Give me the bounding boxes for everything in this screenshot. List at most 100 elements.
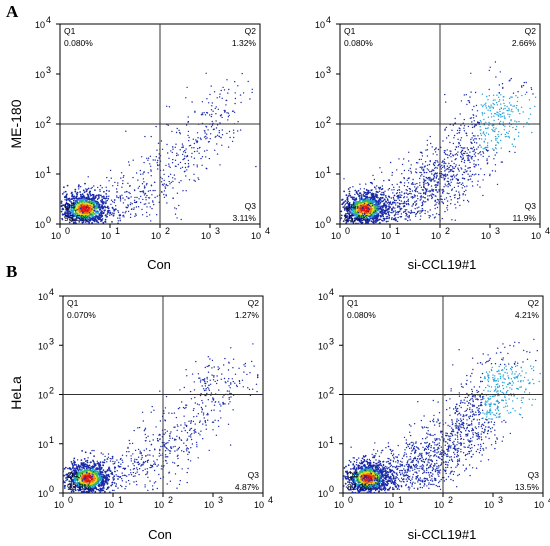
event-point xyxy=(89,480,91,482)
event-point xyxy=(220,89,222,92)
event-point xyxy=(185,448,188,450)
event-point xyxy=(378,199,380,202)
event-point xyxy=(433,177,435,179)
event-point xyxy=(350,220,352,223)
event-point xyxy=(149,206,151,208)
event-point xyxy=(393,189,395,191)
event-point xyxy=(412,182,414,184)
event-point xyxy=(455,207,457,209)
event-point xyxy=(100,207,103,209)
event-point xyxy=(186,450,188,452)
event-point xyxy=(216,153,219,155)
event-point xyxy=(454,148,457,151)
event-point xyxy=(74,212,77,215)
event-point xyxy=(65,477,67,479)
event-point xyxy=(104,214,107,217)
event-point xyxy=(204,382,206,385)
event-point xyxy=(115,205,117,207)
event-point xyxy=(188,136,190,139)
event-point xyxy=(510,96,512,98)
event-point xyxy=(174,178,176,180)
event-point xyxy=(380,209,383,212)
event-point xyxy=(480,146,482,148)
event-point xyxy=(445,197,448,199)
event-point xyxy=(495,144,497,146)
event-point xyxy=(144,468,146,470)
event-point xyxy=(408,169,410,172)
event-point xyxy=(194,111,196,113)
event-point xyxy=(84,451,87,454)
event-point xyxy=(395,202,397,204)
event-point xyxy=(109,457,111,460)
event-point xyxy=(492,148,494,150)
event-point xyxy=(419,218,421,220)
event-point xyxy=(197,457,199,459)
event-point xyxy=(405,189,407,191)
event-point xyxy=(478,173,480,176)
event-point xyxy=(479,126,481,128)
event-point xyxy=(255,383,258,385)
event-point xyxy=(365,205,368,208)
event-point xyxy=(469,155,471,157)
event-point xyxy=(74,477,77,479)
event-point xyxy=(220,417,222,419)
event-point xyxy=(186,432,189,434)
event-point xyxy=(360,219,363,222)
event-point xyxy=(498,135,500,138)
event-point xyxy=(102,201,104,204)
event-point xyxy=(122,180,124,182)
event-point xyxy=(92,480,94,483)
event-point xyxy=(103,487,105,490)
event-point xyxy=(81,480,84,482)
event-point xyxy=(98,480,100,482)
event-point xyxy=(68,480,71,483)
event-point xyxy=(251,91,253,94)
event-point xyxy=(223,377,226,380)
event-point xyxy=(117,487,119,489)
event-point xyxy=(406,196,408,198)
event-point xyxy=(212,128,215,131)
event-point xyxy=(143,194,146,196)
event-point xyxy=(421,209,423,212)
event-point xyxy=(74,467,76,470)
event-point xyxy=(89,204,92,207)
event-point xyxy=(72,209,74,212)
event-point xyxy=(74,190,77,193)
event-point xyxy=(193,389,196,391)
event-point xyxy=(199,420,201,422)
event-point xyxy=(123,468,126,470)
event-point xyxy=(458,197,461,199)
event-point xyxy=(214,401,217,403)
event-point xyxy=(233,132,235,134)
event-point xyxy=(117,197,120,199)
event-point xyxy=(190,156,193,158)
event-point xyxy=(412,204,414,206)
event-point xyxy=(197,147,199,150)
event-point xyxy=(433,176,436,178)
event-point xyxy=(495,127,497,129)
event-point xyxy=(474,155,477,157)
event-point xyxy=(489,66,491,68)
event-point xyxy=(99,491,102,493)
event-point xyxy=(382,193,385,196)
event-point xyxy=(463,130,466,132)
event-point xyxy=(145,203,147,205)
event-point xyxy=(377,191,379,194)
event-point xyxy=(383,212,386,214)
event-point xyxy=(506,131,508,134)
event-point xyxy=(368,213,371,216)
event-point xyxy=(342,206,345,209)
event-point xyxy=(163,179,165,182)
event-point xyxy=(471,132,474,134)
event-point xyxy=(211,367,213,369)
event-point xyxy=(211,421,214,423)
event-point xyxy=(423,192,425,195)
event-point xyxy=(174,426,176,428)
event-point xyxy=(391,184,393,186)
event-point xyxy=(500,139,502,142)
event-point xyxy=(112,201,114,203)
event-point xyxy=(93,480,96,483)
event-point xyxy=(69,485,72,488)
event-point xyxy=(89,193,92,196)
event-point xyxy=(157,168,159,170)
